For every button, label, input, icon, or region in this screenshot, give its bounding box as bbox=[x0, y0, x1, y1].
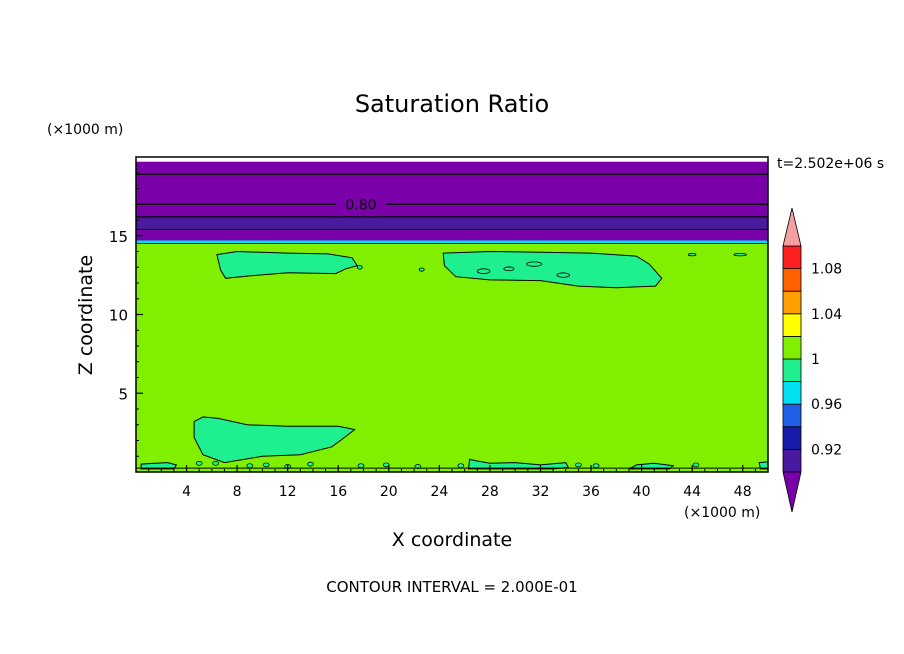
colorbar-under-arrow bbox=[782, 471, 802, 513]
patch-bottom-left bbox=[140, 462, 178, 470]
pocket-4 bbox=[556, 272, 570, 278]
colorbar-swatch-6 bbox=[782, 335, 802, 360]
x-axis-label: X coordinate bbox=[392, 529, 512, 551]
patch-upper-left bbox=[216, 250, 358, 279]
colorbar-swatch-4 bbox=[782, 381, 802, 405]
time-label: t=2.502e+06 s bbox=[777, 156, 884, 172]
x-tick-label-48: 48 bbox=[734, 484, 752, 500]
y-axis: 5 10 15 bbox=[109, 172, 143, 457]
colorbar: 0.92 0.96 1 1.04 1.08 bbox=[782, 207, 842, 513]
x-tick-label-40: 40 bbox=[633, 484, 651, 500]
colorbar-swatch-8 bbox=[782, 290, 802, 315]
x-unit-label: (×1000 m) bbox=[684, 505, 760, 521]
colorbar-swatch-7 bbox=[782, 313, 802, 337]
chart-title: Saturation Ratio bbox=[355, 90, 549, 118]
pocket-3 bbox=[526, 261, 543, 267]
colorbar-swatch-2 bbox=[782, 426, 802, 450]
colorbar-label-4: 1.04 bbox=[811, 307, 842, 323]
bottom-dot-13 bbox=[692, 462, 700, 468]
bottom-dot-1 bbox=[195, 460, 203, 466]
colorbar-swatch-5 bbox=[782, 358, 802, 383]
colorbar-label-3: 1 bbox=[811, 352, 820, 368]
bottom-dot-11 bbox=[575, 462, 582, 468]
bottom-dot-12 bbox=[592, 463, 600, 469]
contour-label: 0.80 bbox=[345, 197, 376, 213]
bottom-dot-4 bbox=[262, 462, 270, 468]
bottom-dot-10 bbox=[457, 463, 465, 469]
y-axis-label: Z coordinate bbox=[75, 255, 97, 375]
x-tick-label-32: 32 bbox=[532, 484, 550, 500]
x-tick-label-20: 20 bbox=[380, 484, 398, 500]
pocket-5 bbox=[356, 264, 363, 270]
bottom-dot-6 bbox=[307, 461, 314, 467]
y-unit-label: (×1000 m) bbox=[47, 122, 123, 138]
x-tick-label-4: 4 bbox=[182, 484, 191, 500]
x-tick-label-16: 16 bbox=[329, 484, 347, 500]
bottom-dot-7 bbox=[357, 463, 365, 469]
x-tick-label-24: 24 bbox=[430, 484, 448, 500]
pocket-2 bbox=[503, 266, 515, 272]
x-tick-label-36: 36 bbox=[582, 484, 600, 500]
x-tick-label-8: 8 bbox=[233, 484, 242, 500]
patch-lower-left bbox=[193, 416, 356, 464]
colorbar-label-1: 0.92 bbox=[811, 442, 842, 458]
plot-area: 0.80 bbox=[135, 156, 769, 473]
region-tropopause-band bbox=[136, 216, 768, 230]
x-axis: 4 8 12 16 20 24 28 32 36 40 44 48 bbox=[148, 465, 756, 500]
colorbar-swatch-10 bbox=[782, 245, 802, 270]
pocket-7 bbox=[687, 252, 697, 257]
colorbar-label-5: 1.08 bbox=[811, 262, 842, 278]
contour-interval-note: CONTOUR INTERVAL = 2.000E-01 bbox=[326, 578, 577, 596]
colorbar-label-2: 0.96 bbox=[811, 397, 842, 413]
patch-bottom-right bbox=[628, 462, 675, 470]
colorbar-over-arrow bbox=[782, 207, 802, 247]
pocket-8 bbox=[733, 252, 747, 257]
pocket-1 bbox=[476, 268, 491, 274]
colorbar-swatch-9 bbox=[782, 268, 802, 292]
region-thin-transition bbox=[136, 240, 768, 244]
patch-upper-right bbox=[442, 250, 663, 289]
x-tick-label-12: 12 bbox=[279, 484, 297, 500]
y-tick-label-15: 15 bbox=[109, 228, 128, 246]
x-tick-label-28: 28 bbox=[481, 484, 499, 500]
colorbar-swatch-1 bbox=[782, 448, 802, 473]
bottom-dot-3 bbox=[246, 463, 254, 469]
x-tick-label-44: 44 bbox=[683, 484, 701, 500]
bottom-dot-8 bbox=[382, 462, 390, 468]
colorbar-swatch-3 bbox=[782, 403, 802, 428]
y-tick-label-10: 10 bbox=[109, 307, 128, 325]
y-tick-label-5: 5 bbox=[118, 385, 128, 403]
bottom-dot-2 bbox=[212, 460, 219, 466]
pocket-6 bbox=[418, 267, 425, 272]
